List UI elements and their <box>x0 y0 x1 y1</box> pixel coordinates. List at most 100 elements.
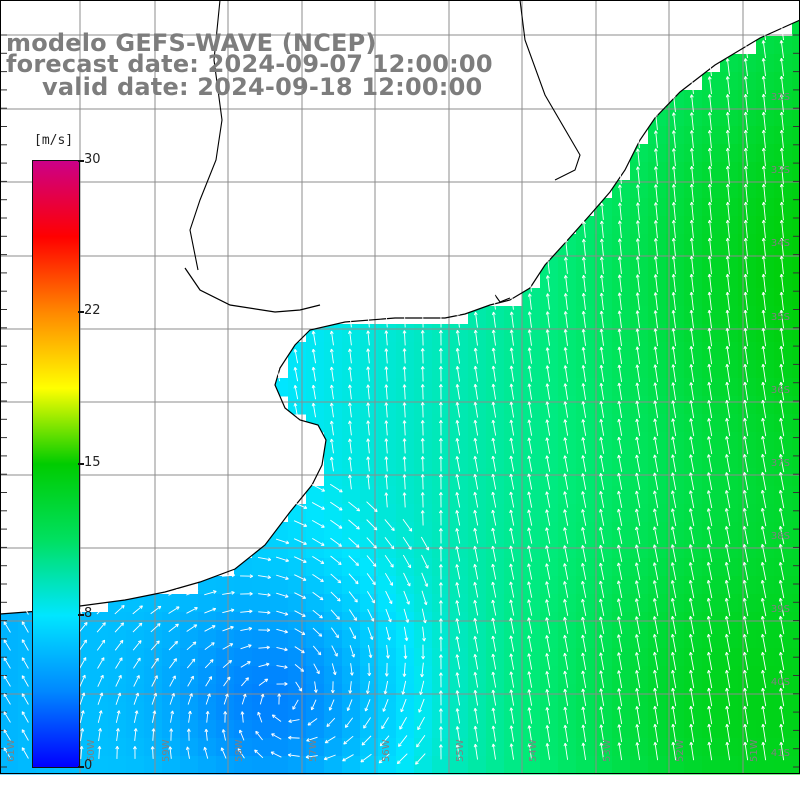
wind-arrow <box>402 518 413 532</box>
wind-arrow <box>743 183 748 203</box>
wind-arrow <box>617 364 623 382</box>
wind-arrow <box>509 437 515 454</box>
wind-arrow <box>329 330 334 346</box>
wind-arrow <box>330 573 342 584</box>
wind-cell <box>234 648 253 667</box>
wind-arrow <box>635 742 641 761</box>
wind-arrow <box>150 640 160 651</box>
wind-cell <box>558 450 577 469</box>
wind-arrow <box>653 472 659 491</box>
wind-cell <box>504 306 523 325</box>
wind-arrow <box>509 509 515 526</box>
wind-arrow <box>707 472 713 491</box>
wind-cell <box>522 702 541 721</box>
wind-arrow <box>473 401 479 418</box>
wind-cell <box>576 468 595 487</box>
wind-cell <box>414 684 433 703</box>
wind-cell <box>792 414 800 433</box>
wind-cell <box>504 486 523 505</box>
wind-cell <box>684 468 703 487</box>
wind-cell <box>702 450 721 469</box>
coastline-estuary <box>184 267 321 313</box>
wind-cell <box>684 450 703 469</box>
wind-arrow <box>473 491 479 508</box>
lon-label: 55W <box>455 739 466 762</box>
wind-arrow <box>581 724 587 742</box>
wind-cell <box>576 486 595 505</box>
wind-cell <box>630 306 649 325</box>
wind-arrow <box>367 609 375 622</box>
wind-arrow <box>779 345 785 365</box>
wind-arrow <box>381 717 389 730</box>
wind-arrow <box>671 741 677 761</box>
wind-arrow <box>438 312 443 328</box>
wind-arrow <box>421 590 428 606</box>
wind-cell <box>666 288 685 307</box>
wind-arrow <box>384 554 394 568</box>
wind-cell <box>792 108 800 127</box>
wind-arrow <box>527 383 533 400</box>
wind-arrow <box>653 705 659 725</box>
wind-arrow <box>509 383 515 400</box>
wind-cell <box>558 702 577 721</box>
wind-arrow <box>724 615 731 635</box>
wind-cell <box>288 702 307 721</box>
wind-cell <box>504 756 523 775</box>
wind-arrow <box>385 590 393 605</box>
wind-arrow <box>688 633 695 653</box>
wind-cell <box>234 720 253 739</box>
wind-cell <box>720 144 739 163</box>
wind-cell <box>324 540 343 559</box>
wind-arrow <box>653 382 659 401</box>
wind-arrow <box>396 753 408 765</box>
wind-arrow <box>653 400 659 419</box>
wind-arrow <box>742 526 749 545</box>
wind-arrow <box>188 710 192 723</box>
wind-cell <box>576 648 595 667</box>
wind-arrow <box>366 501 378 513</box>
wind-cell <box>252 756 271 775</box>
wind-cell <box>414 486 433 505</box>
wind-arrow <box>168 606 180 614</box>
wind-arrow <box>742 561 749 581</box>
wind-arrow <box>689 219 694 239</box>
wind-cell <box>198 702 217 721</box>
wind-cell <box>396 468 415 487</box>
wind-arrow <box>689 705 695 725</box>
wind-cell <box>540 576 559 595</box>
wind-arrow <box>779 687 785 707</box>
wind-cell <box>792 720 800 739</box>
wind-arrow <box>743 363 749 383</box>
wind-cell <box>216 666 235 685</box>
wind-cell <box>18 738 37 757</box>
wind-arrow <box>420 492 425 508</box>
wind-arrow <box>402 662 407 677</box>
wind-arrow <box>204 659 214 669</box>
wind-cell <box>702 198 721 217</box>
wind-cell <box>558 468 577 487</box>
wind-arrow <box>403 608 410 623</box>
wind-arrow <box>366 456 371 472</box>
wind-cell <box>324 684 343 703</box>
wind-arrow <box>707 219 712 239</box>
wind-cell <box>522 594 541 613</box>
wind-cell <box>684 234 703 253</box>
wind-arrow <box>527 473 533 490</box>
wind-arrow <box>616 544 623 562</box>
colorbar-tick-mark <box>78 311 84 313</box>
wind-arrow <box>725 219 730 239</box>
wind-cell <box>162 738 181 757</box>
wind-arrow <box>455 438 461 454</box>
wind-arrow <box>706 544 713 563</box>
wind-cell <box>684 216 703 235</box>
wind-cell <box>720 648 739 667</box>
wind-arrow <box>600 220 604 238</box>
wind-cell <box>396 504 415 523</box>
wind-cell <box>432 756 451 775</box>
wind-cell <box>378 576 397 595</box>
wind-cell <box>378 540 397 559</box>
wind-cell <box>522 648 541 667</box>
wind-cell <box>90 684 109 703</box>
wind-arrow <box>689 418 695 437</box>
wind-arrow <box>473 563 479 580</box>
